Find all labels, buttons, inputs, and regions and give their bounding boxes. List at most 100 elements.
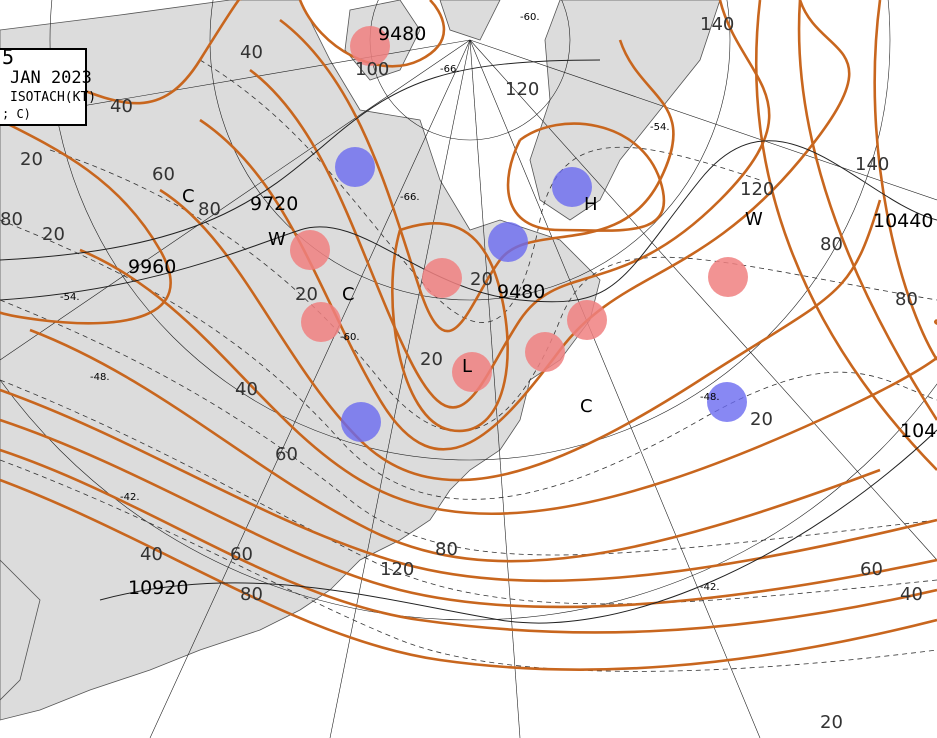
- temperature-label: -60.: [340, 332, 360, 343]
- isotach-label: 120: [740, 179, 774, 200]
- isotach-label: 60: [230, 544, 253, 565]
- title-date-day: 5: [2, 45, 15, 69]
- land-masses: [0, 0, 721, 721]
- isotach-label: 100: [355, 59, 389, 80]
- isotach-line: [79, 248, 937, 515]
- isotach-label: 20: [470, 269, 493, 290]
- latitude-circle: [49, 0, 891, 461]
- isotach-label: 20: [420, 349, 443, 370]
- isotach-label: 40: [235, 379, 258, 400]
- isotach-line: [0, 388, 937, 583]
- height-contour: [0, 59, 601, 261]
- cold-temperature-marker: [552, 167, 592, 207]
- isotach-label: 20: [295, 284, 318, 305]
- height-label: 9720: [250, 193, 298, 215]
- isotach-label: 120: [380, 559, 414, 580]
- isotach-label: 40: [900, 584, 923, 605]
- isotach-line: [0, 118, 172, 325]
- isotach-line: [279, 18, 675, 333]
- chart-labels: 9480 9720 9960 10920 10440 9480 104 20 40 60 80 100…: [0, 12, 936, 733]
- temperature-label: -54.: [650, 122, 670, 133]
- temperature-label: -66.: [400, 192, 420, 203]
- land-southwest-coast: [0, 559, 41, 701]
- isotach-label: 140: [855, 154, 889, 175]
- isotach-line: [159, 188, 882, 482]
- meridian: [469, 39, 937, 201]
- title-product: ISOTACH(KT): [10, 90, 97, 105]
- isotach-line: [797, 0, 937, 421]
- temperature-label: -42.: [700, 582, 720, 593]
- pressure-center-w: W: [745, 209, 763, 230]
- warm-temperature-marker: [422, 258, 462, 298]
- temperature-label: -54.: [60, 292, 80, 303]
- isotach-label: 60: [860, 559, 883, 580]
- isotach-line: [506, 122, 666, 232]
- cold-temperature-marker: [707, 382, 747, 422]
- isotach-label: 20: [820, 712, 843, 733]
- meridian: [0, 39, 471, 361]
- temperature-label: -66.: [440, 64, 460, 75]
- warm-temperature-marker: [290, 230, 330, 270]
- isotach-label: 20: [42, 224, 65, 245]
- isotach-label: 40: [140, 544, 163, 565]
- warm-temperature-marker: [567, 300, 607, 340]
- warm-temperature-marker: [350, 26, 390, 66]
- height-contours: [0, 59, 937, 624]
- isotach-line: [873, 0, 937, 361]
- isotherm-line: [0, 219, 937, 500]
- warm-temperature-marker: [708, 257, 748, 297]
- pressure-center-c: C: [182, 186, 195, 207]
- isotach-label: 40: [240, 42, 263, 63]
- temperature-label: -48.: [700, 392, 720, 403]
- meridian: [149, 39, 471, 738]
- isotach-label: 20: [750, 409, 773, 430]
- isotach-line: [29, 328, 881, 563]
- isotach-label: 60: [152, 164, 175, 185]
- isotach-label: 40: [110, 96, 133, 117]
- pressure-center-w: W: [268, 229, 286, 250]
- isotach-line: [391, 222, 509, 433]
- pressure-center-c: C: [342, 284, 355, 305]
- temperature-label: -42.: [120, 492, 140, 503]
- height-contour: [0, 140, 937, 303]
- height-label: 104: [900, 420, 936, 442]
- height-label: 9480: [378, 23, 426, 45]
- height-label: 10440: [873, 210, 933, 232]
- isotach-label: 20: [20, 149, 43, 170]
- isotherm-line: [49, 149, 937, 432]
- latitude-circle: [209, 0, 731, 301]
- isotach-label: 80: [820, 234, 843, 255]
- cold-temperature-marker: [488, 222, 528, 262]
- temperature-label: -48.: [90, 372, 110, 383]
- title-units: ; C): [2, 107, 31, 121]
- pressure-center-h: H: [584, 194, 598, 215]
- temperature-label: -60.: [520, 12, 540, 23]
- height-label: 9960: [128, 256, 176, 278]
- land-greenland: [529, 0, 721, 221]
- isotach-line: [754, 0, 937, 471]
- land-north-america: [0, 0, 601, 721]
- cold-temperature-marker: [335, 147, 375, 187]
- height-contour: [99, 429, 937, 624]
- pressure-center-l: L: [462, 356, 472, 377]
- isotach-label: 60: [275, 444, 298, 465]
- meridian: [329, 39, 471, 738]
- title-date: JAN 2023: [10, 68, 92, 88]
- isotach-line: [0, 418, 937, 609]
- cold-temperature-marker: [341, 402, 381, 442]
- isotach-line: [0, 448, 937, 634]
- isotherm-line: [199, 59, 761, 323]
- warm-temperature-marker: [452, 352, 492, 392]
- isotherm-line: [0, 299, 937, 556]
- warm-temperature-marker: [301, 302, 341, 342]
- latitude-circle: [0, 379, 937, 621]
- isotherms: [0, 59, 937, 672]
- pressure-center-c: C: [580, 396, 593, 417]
- isotach-label: 140: [700, 14, 734, 35]
- isotach-line: [0, 478, 937, 671]
- isotach-label: 80: [198, 199, 221, 220]
- isotach-label: 80: [895, 289, 918, 310]
- height-label: 9480: [497, 281, 545, 303]
